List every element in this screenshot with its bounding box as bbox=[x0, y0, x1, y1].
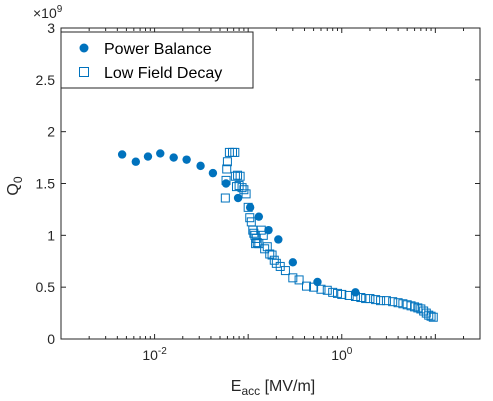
data-point bbox=[222, 157, 232, 167]
y-tick-label: 2 bbox=[47, 124, 55, 140]
data-point bbox=[309, 282, 319, 292]
series-low-field-decay bbox=[220, 147, 438, 322]
data-point bbox=[249, 228, 259, 238]
y-axis-multiplier: ×109 bbox=[33, 4, 63, 21]
data-point bbox=[256, 225, 266, 235]
y-tick-label: 3 bbox=[47, 20, 55, 36]
data-point bbox=[313, 277, 322, 287]
data-point bbox=[365, 294, 375, 304]
data-point bbox=[350, 291, 360, 301]
data-point bbox=[245, 203, 255, 212]
data-point bbox=[337, 289, 347, 299]
y-tick-label: 2.5 bbox=[36, 72, 56, 88]
data-point bbox=[156, 149, 165, 158]
data-point bbox=[393, 298, 403, 308]
legend-label-power-balance: Power Balance bbox=[104, 41, 212, 58]
data-point bbox=[316, 284, 326, 294]
data-point bbox=[143, 152, 153, 161]
legend-label-low-field-decay: Low Field Decay bbox=[104, 65, 222, 82]
data-point bbox=[262, 242, 272, 252]
data-point bbox=[221, 179, 231, 188]
data-point bbox=[424, 310, 434, 320]
y-axis-label: Q0 bbox=[5, 176, 25, 195]
data-point bbox=[233, 170, 243, 180]
legend: Power Balance Low Field Decay bbox=[60, 31, 254, 89]
data-point bbox=[230, 171, 240, 181]
data-point bbox=[344, 290, 354, 300]
data-point bbox=[222, 164, 232, 174]
data-point bbox=[376, 296, 386, 306]
legend-marker-power-balance bbox=[79, 43, 89, 53]
data-point bbox=[243, 202, 253, 212]
y-tick-label: 1 bbox=[47, 227, 55, 243]
data-point bbox=[280, 266, 290, 276]
axes: 0 0.5 1 1.5 2 2.5 3 10-2 100 bbox=[36, 20, 480, 363]
data-point bbox=[288, 258, 298, 267]
data-point bbox=[230, 147, 240, 157]
data-point bbox=[413, 303, 423, 313]
data-point bbox=[252, 238, 262, 248]
data-point bbox=[196, 161, 205, 171]
y-tick-label: 0.5 bbox=[36, 279, 56, 295]
data-marks bbox=[117, 147, 438, 322]
data-point bbox=[288, 273, 298, 283]
data-point bbox=[254, 212, 264, 221]
data-point bbox=[220, 193, 230, 203]
data-point bbox=[426, 311, 436, 321]
data-point bbox=[265, 249, 275, 259]
data-point bbox=[381, 296, 391, 306]
legend-marker-low-field-decay bbox=[79, 67, 89, 77]
y-tick-label: 0 bbox=[47, 331, 55, 347]
data-point bbox=[274, 235, 283, 244]
data-point bbox=[241, 189, 251, 199]
x-axis-label: Eacc [MV/m] bbox=[231, 378, 315, 398]
legend-box bbox=[60, 31, 254, 89]
data-point bbox=[131, 157, 141, 166]
data-point bbox=[356, 293, 366, 303]
y-tick-label: 1.5 bbox=[36, 176, 56, 192]
data-point bbox=[388, 297, 398, 307]
data-point bbox=[169, 153, 178, 162]
data-point bbox=[117, 150, 127, 159]
data-point bbox=[260, 244, 270, 254]
data-point bbox=[264, 225, 273, 235]
data-point bbox=[294, 275, 304, 285]
data-point bbox=[235, 171, 245, 181]
data-point bbox=[231, 182, 241, 192]
data-point bbox=[233, 193, 243, 203]
data-point bbox=[208, 168, 218, 178]
data-point bbox=[269, 255, 279, 265]
data-point bbox=[428, 312, 438, 322]
data-point bbox=[322, 285, 332, 295]
data-point bbox=[302, 281, 312, 291]
data-point bbox=[371, 295, 381, 305]
data-point bbox=[182, 155, 191, 164]
data-point bbox=[221, 175, 231, 185]
data-point bbox=[328, 287, 338, 297]
data-point bbox=[258, 230, 268, 240]
x-tick-label: 100 bbox=[331, 346, 353, 363]
series-power-balance bbox=[117, 149, 360, 297]
x-tick-label: 10-2 bbox=[142, 346, 167, 363]
data-point bbox=[410, 302, 420, 312]
